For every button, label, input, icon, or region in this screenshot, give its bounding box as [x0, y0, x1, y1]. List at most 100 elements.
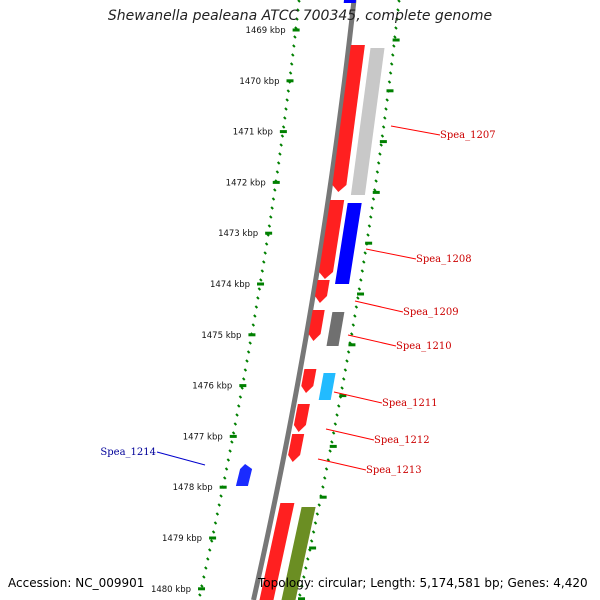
outer-track-dot	[375, 170, 380, 174]
gene-label: Spea_1209	[403, 307, 459, 318]
inner-track-dot	[238, 395, 243, 399]
outer-track-dot	[388, 71, 393, 75]
gene-label: Spea_1210	[396, 341, 452, 352]
inner-track-dot	[228, 449, 232, 453]
gene-feature-red-bottom	[259, 503, 295, 600]
gene-label-leader	[325, 428, 375, 441]
outer-track-dot	[356, 296, 360, 300]
gene-label-leader	[317, 458, 367, 471]
outer-track-dot	[313, 521, 318, 525]
ruler-label: 1472 kbp	[226, 178, 266, 188]
gene-feature-spea-1210	[308, 310, 325, 341]
inner-track-dot	[198, 593, 202, 597]
feature-gray-1	[350, 48, 385, 195]
inner-track-dot	[219, 494, 223, 498]
inner-track-dot	[292, 44, 296, 48]
inner-track-dot	[204, 566, 208, 570]
ruler-labels: 1469 kbp 1470 kbp 1471 kbp 1472 kbp 1473 kbp…	[151, 26, 286, 595]
inner-track-dot	[242, 377, 246, 381]
ruler-label: 1469 kbp	[246, 26, 286, 36]
outer-track-dot	[397, 0, 401, 3]
outer-track-dot	[363, 251, 367, 255]
outer-track-dot	[389, 62, 394, 66]
inner-track-dot	[264, 242, 269, 246]
inner-track-dot	[248, 341, 252, 345]
gene-feature-blue-top	[343, 0, 357, 3]
inner-track-dot	[257, 287, 262, 291]
inner-track-dot	[259, 278, 263, 282]
ruler-label: 1470 kbp	[239, 77, 279, 87]
gene-feature-spea-1208	[319, 200, 345, 279]
outer-track-dot	[354, 305, 359, 309]
outer-track-dot	[366, 233, 370, 237]
ruler-label: 1473 kbp	[218, 229, 258, 239]
inner-track-dot	[273, 188, 277, 192]
gene-label: Spea_1214	[100, 447, 156, 458]
gene-features	[235, 0, 385, 600]
inner-track-dot	[206, 557, 210, 561]
inner-track-dot	[285, 98, 289, 102]
inner-track-dot	[278, 152, 282, 156]
outer-track-dot	[351, 323, 356, 327]
outer-track-dot	[335, 413, 339, 417]
ruler-label: 1474 kbp	[210, 280, 250, 290]
feature-gray-2	[326, 312, 345, 346]
outer-track-dot	[315, 512, 320, 516]
outer-track-dot	[380, 134, 385, 138]
inner-track-dot	[224, 467, 229, 471]
inner-track-dot	[263, 251, 267, 255]
outer-track-dot	[370, 206, 374, 210]
inner-track-dot	[271, 197, 276, 201]
outer-track-dot	[391, 53, 395, 57]
inner-track-dot	[245, 359, 249, 363]
inner-track-dot	[231, 431, 236, 435]
outer-track-dot	[333, 422, 338, 426]
gene-label: Spea_1207	[440, 130, 496, 141]
inner-track-dot	[215, 512, 220, 516]
gene-feature-spea-1207	[332, 45, 365, 192]
outer-tick-track	[298, 0, 401, 600]
inner-track-dot	[217, 503, 221, 507]
inner-track-dot	[226, 458, 231, 462]
inner-track-dot	[269, 215, 273, 219]
ruler-label: 1477 kbp	[183, 432, 223, 442]
outer-track-dot	[326, 458, 331, 462]
inner-track-dot	[295, 17, 299, 21]
outer-track-dot	[323, 476, 327, 480]
outer-track-dot	[369, 215, 373, 219]
outer-track-dot	[392, 44, 396, 48]
outer-track-dot	[379, 143, 383, 147]
gene-label: Spea_1212	[374, 435, 430, 446]
ruler-label: 1479 kbp	[162, 534, 202, 544]
inner-track-dot	[297, 0, 301, 3]
genome-summary-text: Topology: circular; Length: 5,174,581 bp…	[258, 576, 588, 590]
gene-label-leader	[156, 451, 206, 466]
outer-track-dot	[395, 17, 399, 21]
gene-label-leader	[333, 391, 383, 404]
inner-track-dot	[237, 404, 241, 408]
feature-olive-1	[281, 507, 316, 600]
inner-track-dot	[286, 89, 291, 93]
ruler-label: 1471 kbp	[233, 128, 273, 138]
gene-label: Spea_1208	[416, 254, 472, 265]
inner-track-dot	[284, 107, 288, 111]
inner-track-dot	[246, 350, 251, 354]
inner-tick-track	[198, 0, 301, 597]
genome-title: Shewanella pealeana ATCC 700345, complet…	[107, 8, 493, 24]
inner-track-dot	[240, 386, 244, 390]
inner-track-dot	[275, 170, 280, 174]
inner-track-dot	[251, 323, 256, 327]
outer-track-dot	[373, 188, 377, 192]
outer-track-dot	[367, 224, 372, 228]
outer-track-dot	[306, 557, 310, 561]
ruler-label: 1480 kbp	[151, 585, 191, 595]
inner-track-dot	[283, 116, 287, 120]
accession-text: Accession: NC_009901	[8, 576, 145, 590]
inner-track-dot	[223, 476, 227, 480]
outer-track-dot	[331, 431, 336, 435]
outer-track-dot	[396, 8, 400, 12]
outer-track-dot	[345, 359, 349, 363]
ruler-label: 1475 kbp	[201, 331, 241, 341]
